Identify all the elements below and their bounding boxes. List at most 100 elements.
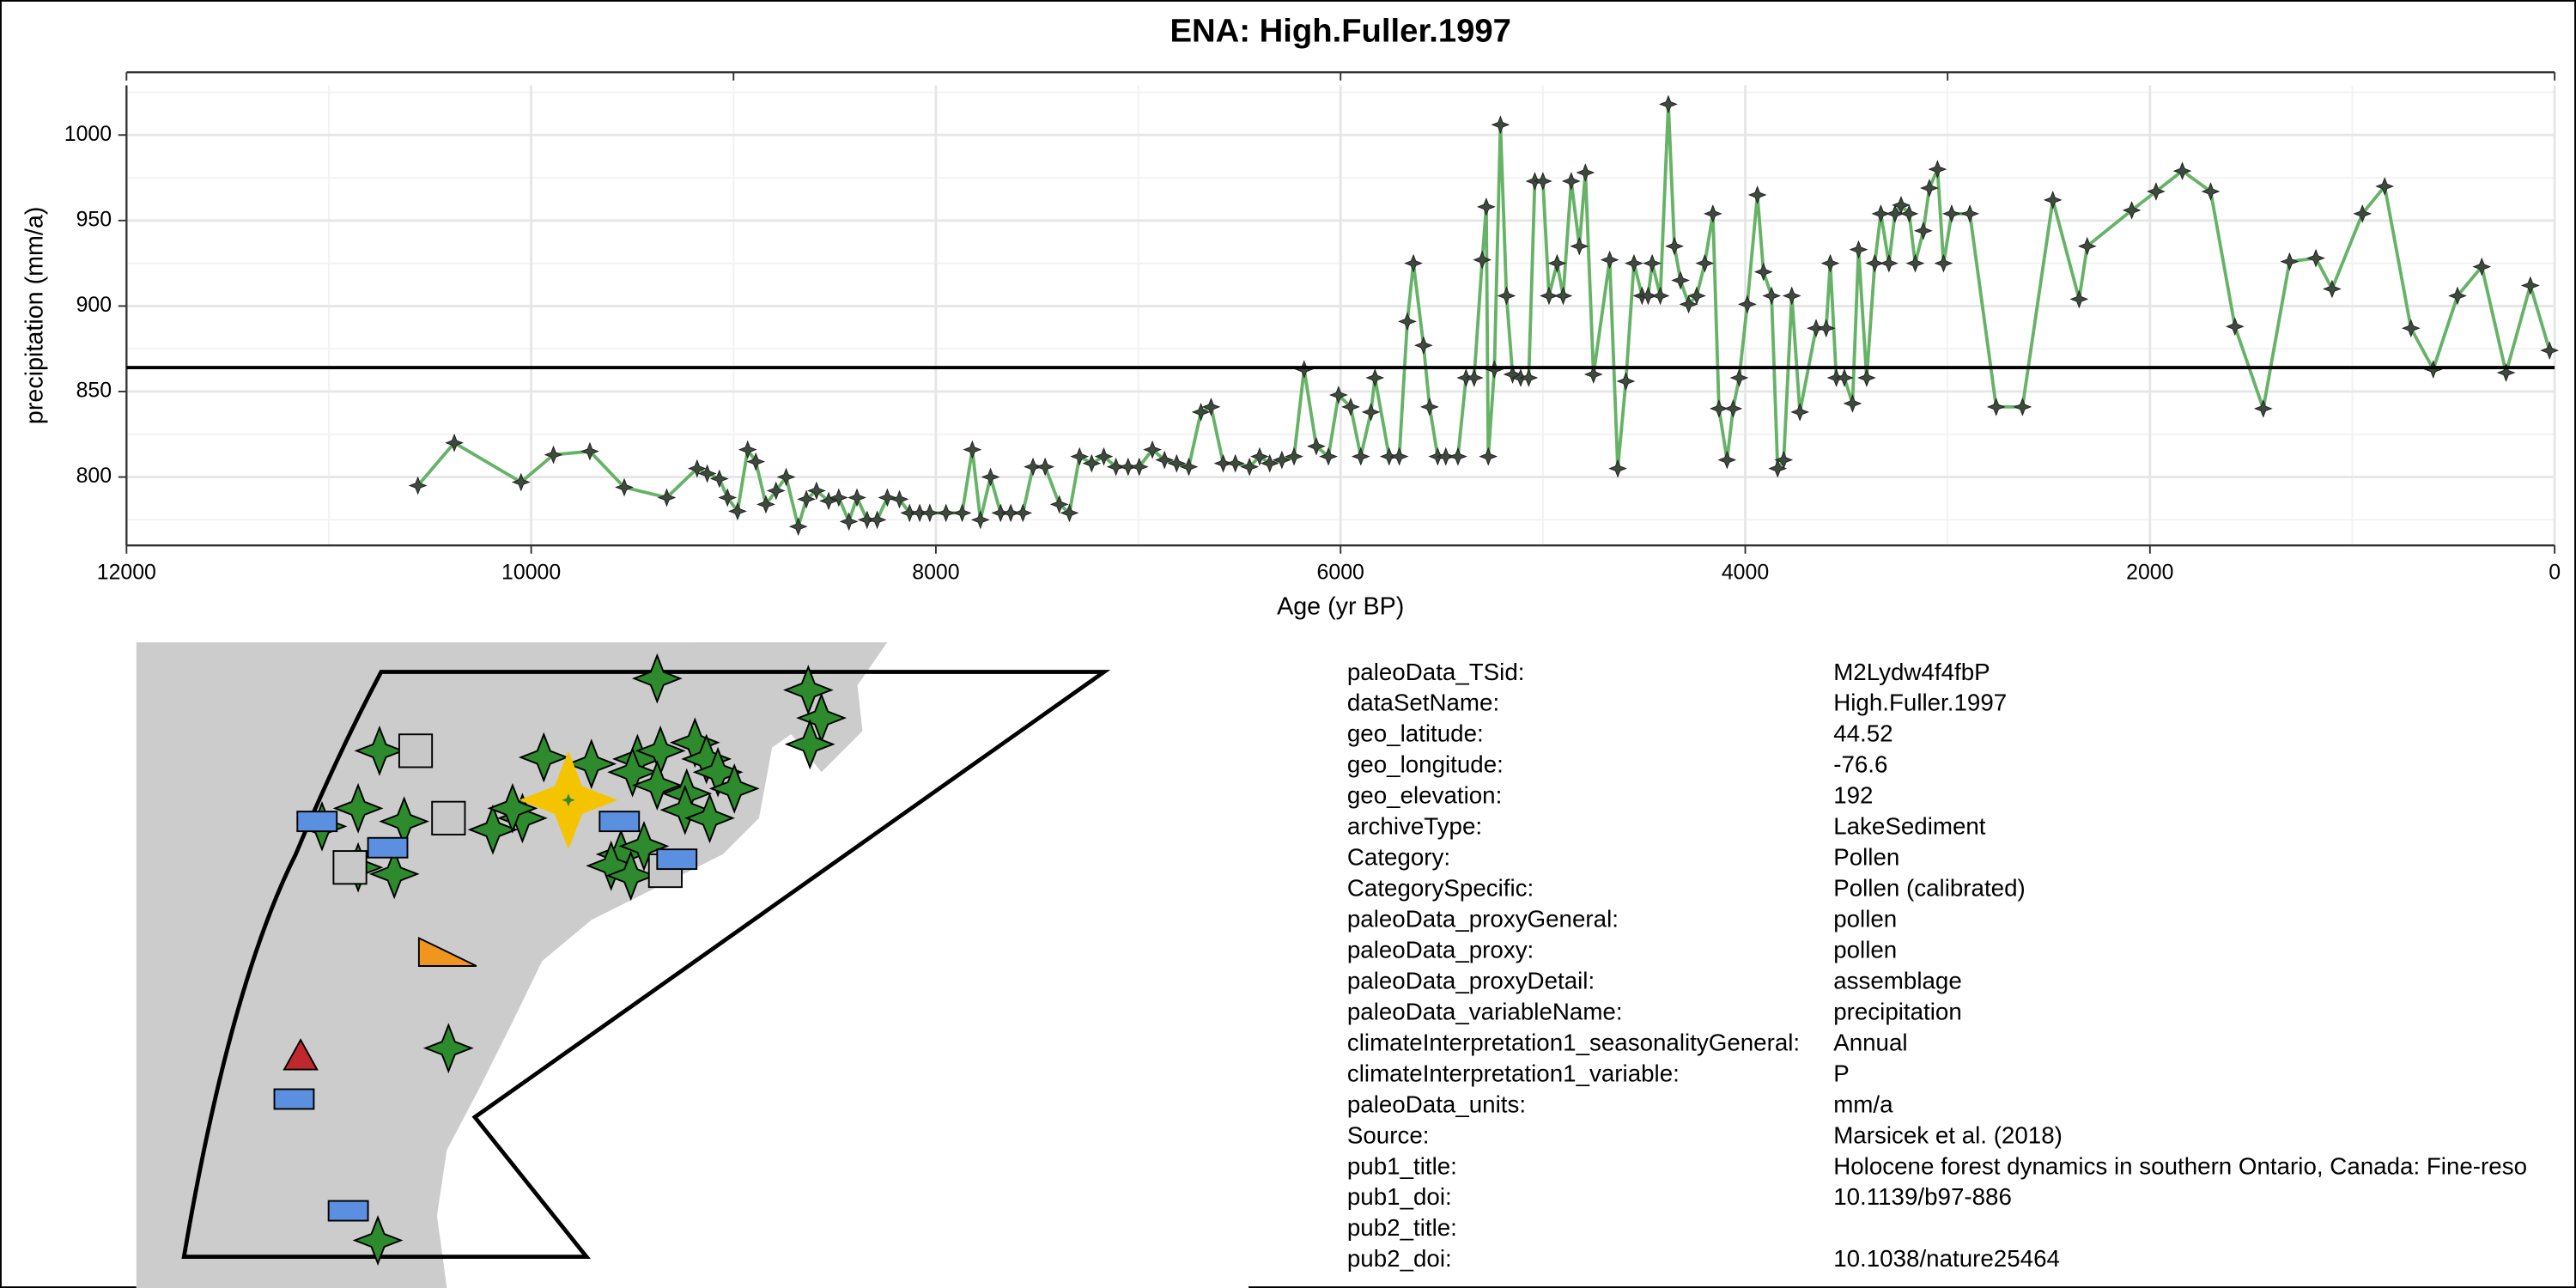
x-tick-label: 8000 — [912, 560, 959, 584]
site-marker — [354, 725, 405, 776]
data-point — [718, 488, 738, 507]
data-point — [2472, 257, 2492, 276]
site-marker — [327, 1200, 369, 1222]
metadata-key: geo_longitude: — [1347, 751, 1504, 778]
data-point — [1774, 450, 1794, 470]
data-point — [1865, 253, 1885, 273]
site-marker — [566, 738, 617, 790]
y-tick-label: 950 — [76, 207, 112, 231]
data-point — [1782, 286, 1801, 306]
metadata-value: precipitation — [1833, 998, 1962, 1024]
data-point — [1118, 457, 1138, 477]
data-point — [1533, 172, 1552, 191]
data-point — [963, 440, 982, 459]
data-point — [2323, 279, 2342, 299]
data-point — [797, 489, 816, 509]
site-marker — [422, 1023, 474, 1074]
data-point — [2043, 191, 2063, 210]
data-point — [1905, 253, 1925, 273]
data-point — [615, 477, 634, 497]
metadata-key: pub1_title: — [1347, 1152, 1457, 1179]
data-point — [1285, 447, 1303, 466]
metadata-value: Pollen (calibrated) — [1833, 875, 2026, 902]
site-marker — [296, 811, 338, 833]
y-tick-label: 900 — [76, 293, 112, 317]
data-point — [1608, 459, 1627, 478]
metadata-table: paleoData_TSid: M2Lydw4f4fbP dataSetName: H… — [1347, 659, 2527, 1272]
y-tick-label: 850 — [76, 379, 112, 403]
data-point — [1155, 450, 1175, 470]
metadata-key: climateInterpretation1_variable: — [1347, 1060, 1680, 1086]
data-point — [1201, 398, 1221, 416]
site-marker — [273, 1088, 315, 1110]
data-point — [1960, 204, 1979, 223]
data-point — [2448, 286, 2467, 306]
data-point — [1703, 204, 1722, 223]
metadata-value: pollen — [1833, 936, 1897, 963]
site-marker — [605, 850, 657, 902]
data-point — [1464, 368, 1484, 387]
data-point — [2375, 177, 2395, 196]
data-point — [1319, 447, 1338, 466]
data-point — [511, 472, 531, 492]
map-land — [690, 642, 888, 773]
metadata-value: LakeSediment — [1833, 813, 1986, 840]
data-point — [1879, 253, 1899, 273]
data-point — [657, 488, 677, 507]
data-point — [1479, 447, 1498, 466]
data-point — [1871, 204, 1891, 223]
data-point — [1695, 253, 1715, 273]
data-point — [970, 510, 990, 530]
data-point — [1790, 402, 1810, 422]
data-point — [848, 488, 866, 507]
data-point — [1687, 286, 1706, 306]
metadata-value: mm/a — [1833, 1091, 1893, 1117]
data-point — [1762, 286, 1782, 306]
data-point — [776, 467, 796, 487]
data-point — [746, 452, 766, 471]
site-marker — [431, 800, 466, 835]
metadata-key: paleoData_proxy: — [1347, 936, 1534, 963]
data-point — [2069, 289, 2089, 309]
data-point — [1747, 185, 1767, 204]
site-marker — [708, 762, 760, 814]
site-marker — [692, 746, 744, 798]
data-point — [2147, 182, 2166, 201]
data-point — [1986, 398, 2006, 416]
data-point — [2496, 363, 2516, 382]
data-point — [1389, 447, 1409, 466]
site-marker — [784, 719, 835, 770]
data-point — [1659, 94, 1678, 114]
data-point — [728, 501, 747, 521]
metadata-key: paleoData_variableName: — [1347, 998, 1623, 1024]
x-tick-label: 4000 — [1722, 560, 1769, 584]
data-point — [1179, 457, 1199, 477]
site-marker — [684, 793, 735, 844]
data-point — [1001, 503, 1020, 523]
data-point — [1899, 204, 1919, 223]
metadata-key: dataSetName: — [1347, 690, 1499, 716]
data-point — [1723, 398, 1743, 418]
metadata-value: 10.1139/b97-886 — [1833, 1183, 2012, 1210]
data-point — [1129, 457, 1149, 477]
data-point — [788, 517, 808, 537]
x-axis-label: Age (yr BP) — [1277, 592, 1404, 620]
data-point — [1625, 253, 1643, 273]
site-marker — [487, 782, 538, 834]
metadata-value: Annual — [1833, 1029, 1907, 1055]
site-marker — [598, 811, 641, 833]
data-point — [1807, 319, 1826, 338]
data-point — [1436, 447, 1455, 466]
data-point — [839, 512, 859, 532]
data-point — [1503, 365, 1522, 384]
data-point — [2280, 252, 2300, 271]
data-point — [1753, 262, 1773, 282]
data-point — [1307, 436, 1326, 456]
data-point — [1398, 312, 1417, 331]
site-marker — [631, 760, 683, 811]
data-point — [1835, 368, 1854, 387]
data-point — [1013, 503, 1033, 523]
data-point — [807, 481, 826, 501]
data-point — [1240, 457, 1260, 477]
data-point — [1547, 253, 1567, 273]
